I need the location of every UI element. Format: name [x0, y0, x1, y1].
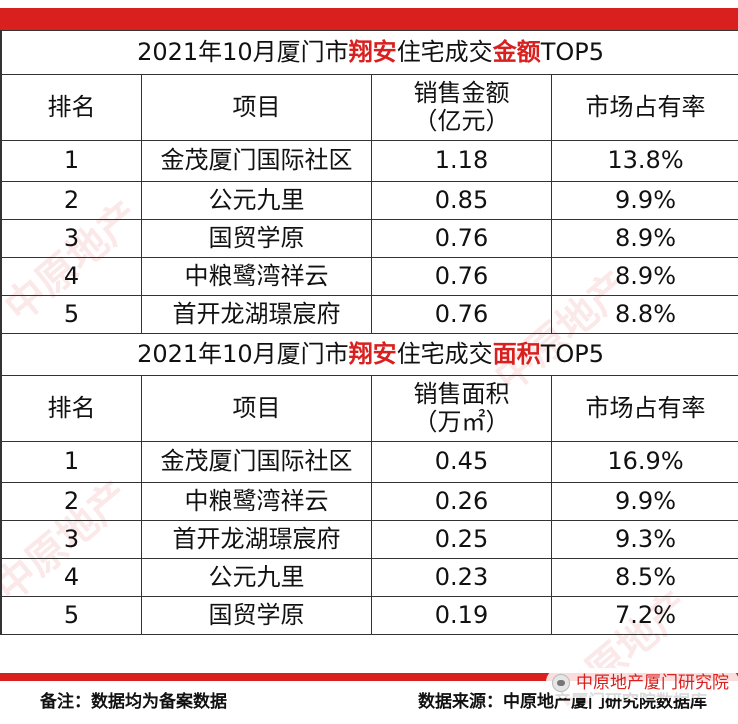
project-cell: 首开龙湖璟宸府 [141, 295, 372, 334]
rank-cell: 2 [1, 181, 142, 220]
brand-label: 中原地产厦门研究院 [576, 673, 729, 693]
table-title: 2021年10月厦门市翔安住宅成交金额TOP5 [0, 30, 738, 75]
header-project: 项目 [141, 375, 372, 442]
project-cell: 国贸学原 [141, 219, 372, 258]
rank-cell: 3 [1, 219, 142, 258]
header-value: 销售金额 （亿元） [371, 74, 552, 141]
table-row: 4 公元九里 0.23 8.5% [1, 558, 738, 597]
brand-badge: 中原地产厦门研究院 [546, 668, 738, 698]
area-top5-table: 2021年10月厦门市翔安住宅成交面积TOP5 排名 项目 销售面积 （万㎡） 市… [0, 333, 738, 635]
project-cell: 公元九里 [141, 558, 372, 597]
table-title: 2021年10月厦门市翔安住宅成交面积TOP5 [0, 333, 738, 376]
value-cell: 0.25 [371, 520, 552, 559]
rank-cell: 4 [1, 558, 142, 597]
share-cell: 9.9% [550, 482, 738, 521]
tables-container: 2021年10月厦门市翔安住宅成交金额TOP5 排名 项目 销售金额 （亿元） 市… [0, 30, 738, 635]
value-cell: 0.26 [371, 482, 552, 521]
header-rank: 排名 [1, 375, 142, 442]
project-cell: 中粮鹭湾祥云 [141, 482, 372, 521]
rank-cell: 3 [1, 520, 142, 559]
share-cell: 16.9% [550, 441, 738, 483]
project-cell: 公元九里 [141, 181, 372, 220]
share-cell: 8.5% [550, 558, 738, 597]
value-cell: 0.19 [371, 596, 552, 635]
table-row: 4 中粮鹭湾祥云 0.76 8.9% [1, 257, 738, 296]
table-row: 5 首开龙湖璟宸府 0.76 8.8% [1, 295, 738, 334]
table-row: 3 首开龙湖璟宸府 0.25 9.3% [1, 520, 738, 559]
value-cell: 1.18 [371, 140, 552, 182]
table-row: 3 国贸学原 0.76 8.9% [1, 219, 738, 258]
header-share: 市场占有率 [550, 74, 738, 141]
rank-cell: 1 [1, 140, 142, 182]
project-cell: 首开龙湖璟宸府 [141, 520, 372, 559]
header-share: 市场占有率 [550, 375, 738, 442]
share-cell: 8.9% [550, 257, 738, 296]
header-project: 项目 [141, 74, 372, 141]
header-rank: 排名 [1, 74, 142, 141]
share-cell: 8.9% [550, 219, 738, 258]
rank-cell: 2 [1, 482, 142, 521]
table-row: 1 金茂厦门国际社区 0.45 16.9% [1, 441, 738, 483]
share-cell: 9.3% [550, 520, 738, 559]
rank-cell: 1 [1, 441, 142, 483]
header-value: 销售面积 （万㎡） [371, 375, 552, 442]
bottom-red-bar [0, 673, 738, 681]
value-cell: 0.45 [371, 441, 552, 483]
project-cell: 国贸学原 [141, 596, 372, 635]
value-cell: 0.23 [371, 558, 552, 597]
share-cell: 9.9% [550, 181, 738, 220]
footer-note: 备注：数据均为备案数据 [40, 692, 227, 712]
table-row: 2 公元九里 0.85 9.9% [1, 181, 738, 220]
amount-top5-table: 2021年10月厦门市翔安住宅成交金额TOP5 排名 项目 销售金额 （亿元） 市… [0, 30, 738, 334]
value-cell: 0.76 [371, 219, 552, 258]
table-row: 5 国贸学原 0.19 7.2% [1, 596, 738, 635]
project-cell: 中粮鹭湾祥云 [141, 257, 372, 296]
rank-cell: 5 [1, 295, 142, 334]
share-cell: 8.8% [550, 295, 738, 334]
top-red-bar [0, 8, 738, 30]
project-cell: 金茂厦门国际社区 [141, 441, 372, 483]
rank-cell: 4 [1, 257, 142, 296]
value-cell: 0.76 [371, 257, 552, 296]
value-cell: 0.85 [371, 181, 552, 220]
wechat-account-icon [552, 674, 570, 692]
value-cell: 0.76 [371, 295, 552, 334]
share-cell: 7.2% [550, 596, 738, 635]
rank-cell: 5 [1, 596, 142, 635]
table-row: 2 中粮鹭湾祥云 0.26 9.9% [1, 482, 738, 521]
table-row: 1 金茂厦门国际社区 1.18 13.8% [1, 140, 738, 182]
share-cell: 13.8% [550, 140, 738, 182]
project-cell: 金茂厦门国际社区 [141, 140, 372, 182]
